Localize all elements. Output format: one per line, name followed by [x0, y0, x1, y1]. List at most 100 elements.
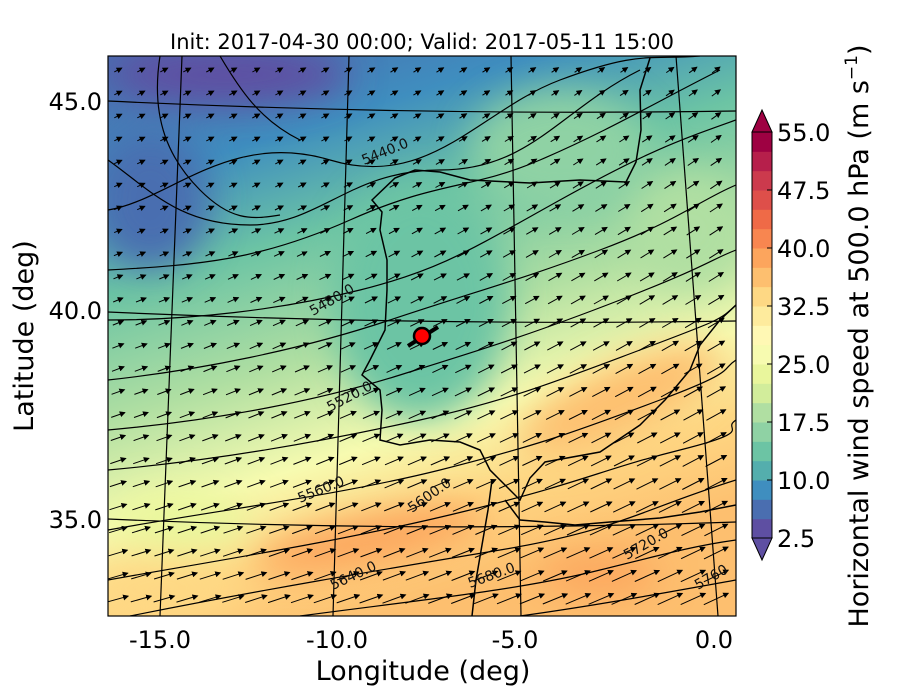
- wind-arrow: [570, 318, 587, 328]
- wind-arrow: [435, 182, 446, 188]
- wind-arrow: [528, 90, 537, 96]
- wind-arrow: [136, 159, 146, 166]
- wind-arrow: [160, 113, 169, 120]
- wind-arrow: [382, 570, 407, 581]
- wind-arrow: [136, 182, 146, 189]
- wind-arrow: [275, 182, 284, 189]
- wind-arrow: [273, 273, 286, 280]
- wind-arrow: [359, 570, 383, 581]
- wind-arrow: [544, 478, 567, 490]
- wind-arrow: [639, 318, 656, 328]
- wind-arrow: [108, 571, 129, 580]
- wind-arrow: [452, 524, 475, 535]
- wind-arrow: [367, 113, 376, 120]
- wind-arrow: [247, 433, 265, 442]
- wind-arrow: [687, 135, 699, 143]
- wind-arrow: [183, 67, 192, 74]
- wind-arrow: [568, 410, 588, 420]
- wind-arrow: [317, 365, 334, 373]
- wind-arrow: [252, 90, 261, 97]
- wind-arrow: [342, 250, 355, 258]
- wind-arrow: [636, 478, 659, 490]
- colorbar-band: [752, 325, 772, 346]
- wind-arrow: [384, 479, 405, 489]
- wind-arrow: [135, 297, 147, 303]
- wind-arrow: [269, 525, 290, 534]
- wind-arrow: [522, 410, 542, 420]
- wind-arrow: [684, 340, 703, 352]
- wind-arrow: [590, 455, 612, 467]
- wind-arrow: [527, 135, 538, 143]
- wind-arrow: [321, 136, 330, 143]
- wind-arrow: [708, 294, 725, 306]
- wind-arrow: [639, 272, 655, 282]
- wind-arrow: [246, 502, 267, 511]
- wind-arrow: [275, 113, 284, 120]
- wind-arrow: [709, 203, 723, 213]
- wind-arrow: [521, 478, 543, 490]
- wind-arrow: [501, 341, 518, 351]
- wind-arrow: [179, 434, 196, 442]
- wind-arrow: [525, 250, 539, 258]
- y-tick-label: 35.0: [49, 506, 102, 534]
- wind-arrow: [705, 432, 727, 444]
- wind-arrow: [612, 547, 637, 559]
- wind-arrow: [160, 67, 169, 74]
- wind-arrow: [113, 274, 124, 280]
- wind-arrow: [229, 113, 238, 120]
- wind-arrow: [435, 159, 445, 165]
- wind-arrow: [178, 502, 197, 511]
- colorbar-tick-label: 32.5: [777, 293, 830, 321]
- wind-arrow: [527, 158, 538, 166]
- wind-arrow: [199, 571, 222, 580]
- wind-arrow: [178, 479, 197, 488]
- wind-arrow: [682, 432, 704, 444]
- wind-arrow: [596, 89, 606, 96]
- wind-arrow: [360, 525, 383, 535]
- wind-arrow: [320, 228, 331, 234]
- wind-arrow: [227, 274, 239, 280]
- colorbar-band: [752, 402, 772, 423]
- wind-arrow: [550, 112, 560, 119]
- wind-arrow: [688, 112, 699, 120]
- wind-arrow: [157, 342, 171, 349]
- wind-arrow: [593, 318, 610, 328]
- wind-arrow: [136, 228, 146, 235]
- colorbar-band: [752, 209, 772, 230]
- wind-arrow: [133, 411, 149, 418]
- wind-arrow: [109, 502, 128, 511]
- wind-arrow: [594, 249, 609, 259]
- wind-arrow: [638, 340, 656, 352]
- wind-arrow: [573, 158, 584, 166]
- wind-arrow: [296, 251, 308, 257]
- wind-arrow: [387, 273, 401, 281]
- wind-arrow: [482, 113, 491, 119]
- wind-arrow: [408, 433, 427, 443]
- wind-arrow: [659, 478, 682, 490]
- wind-arrow: [408, 387, 426, 397]
- wind-arrow: [455, 319, 471, 327]
- wind-arrow: [573, 112, 583, 120]
- wind-arrow: [658, 523, 683, 536]
- wind-arrow: [137, 136, 146, 143]
- wind-arrow: [155, 457, 173, 465]
- colorbar-band: [752, 151, 772, 172]
- contour-line: [108, 359, 736, 531]
- wind-arrow: [481, 181, 492, 189]
- wind-arrow: [178, 457, 196, 465]
- contour-line: [108, 249, 736, 431]
- colorbar-band: [752, 170, 772, 191]
- wind-arrow: [428, 570, 453, 581]
- wind-arrow: [365, 227, 377, 235]
- wind-arrow: [478, 341, 495, 351]
- wind-arrow: [642, 89, 652, 97]
- wind-arrow: [359, 593, 384, 604]
- wind-arrow: [611, 569, 638, 582]
- wind-arrow: [131, 525, 151, 534]
- wind-arrow: [502, 295, 517, 305]
- wind-arrow: [528, 67, 537, 73]
- wind-arrow: [544, 501, 567, 513]
- wind-arrow: [292, 525, 313, 535]
- colorbar: [751, 108, 773, 562]
- wind-arrow: [614, 432, 635, 444]
